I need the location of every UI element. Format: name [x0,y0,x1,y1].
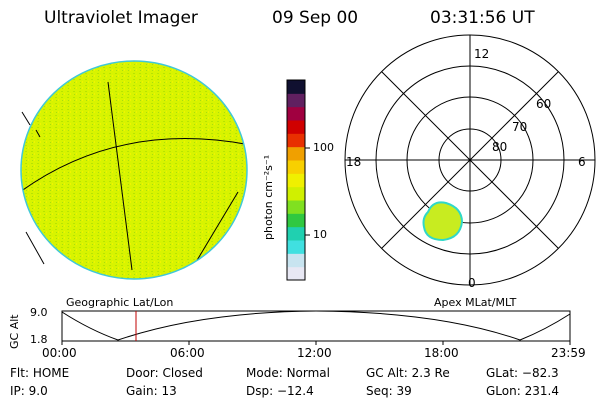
time-tick-1800: 18:00 [424,346,459,360]
altitude-ytick-low: 1.8 [30,333,48,346]
dsp-status: Dsp: −12.4 [246,384,314,398]
altitude-ylabel: GC Alt [8,314,21,349]
flt-status: Flt: HOME [10,366,70,380]
polar-plot [344,34,596,286]
time-tick-0000: 00:00 [42,346,77,360]
date-label: 09 Sep 00 [272,8,359,28]
colorbar-tick-100: 100 [313,141,334,154]
altitude-plot [61,310,571,345]
mlt-label-12: 12 [474,47,490,61]
glon-status: GLon: 231.4 [486,384,559,398]
colorbar-segment [287,133,305,148]
colorbar-segment [287,200,305,214]
colorbar-segment [287,146,305,161]
colorbar-tick-10: 10 [313,228,327,241]
door-status: Door: Closed [126,366,203,380]
mode-status: Mode: Normal [246,366,330,380]
time-label: 03:31:56 UT [430,8,535,28]
colorbar-segment [287,266,305,281]
ip-status: IP: 9.0 [10,384,48,398]
apex-map-label: Apex MLat/MLT [434,296,517,309]
app-title: Ultraviolet Imager [44,8,198,28]
colorbar-segment [287,186,305,201]
time-tick-1200: 12:00 [297,346,332,360]
colorbar-segment [287,240,305,254]
colorbar-segment [287,160,305,174]
altitude-ytick-high: 9.0 [30,306,48,319]
lat-label-60: 60 [536,97,552,111]
colorbar-segment [287,213,305,228]
colorbar-segment [287,93,305,108]
mlt-label-0: 0 [468,276,476,290]
geographic-image [20,60,248,280]
colorbar-segment [287,106,305,121]
gc-alt-status: GC Alt: 2.3 Re [366,366,450,380]
colorbar-segment [287,80,305,94]
time-tick-0600: 06:00 [170,346,205,360]
color-scale-frame [286,79,306,281]
colorbar-segment [287,120,305,134]
colorbar-segment [287,226,305,241]
colorbar-segment [287,253,305,268]
glat-status: GLat: −82.3 [486,366,559,380]
mlt-label-18: 18 [346,155,362,169]
lat-label-80: 80 [492,140,508,154]
geographic-map-label: Geographic Lat/Lon [66,296,174,309]
lat-label-70: 70 [512,120,528,134]
colorbar-unit-label: photon cm⁻²s⁻¹ [262,154,275,240]
seq-status: Seq: 39 [366,384,412,398]
gain-status: Gain: 13 [126,384,177,398]
colorbar-segment [287,173,305,188]
color-scale-bar [287,80,305,281]
mlt-label-6: 6 [578,155,586,169]
polar-auroral-blob [422,201,464,242]
time-tick-2359: 23:59 [551,346,586,360]
